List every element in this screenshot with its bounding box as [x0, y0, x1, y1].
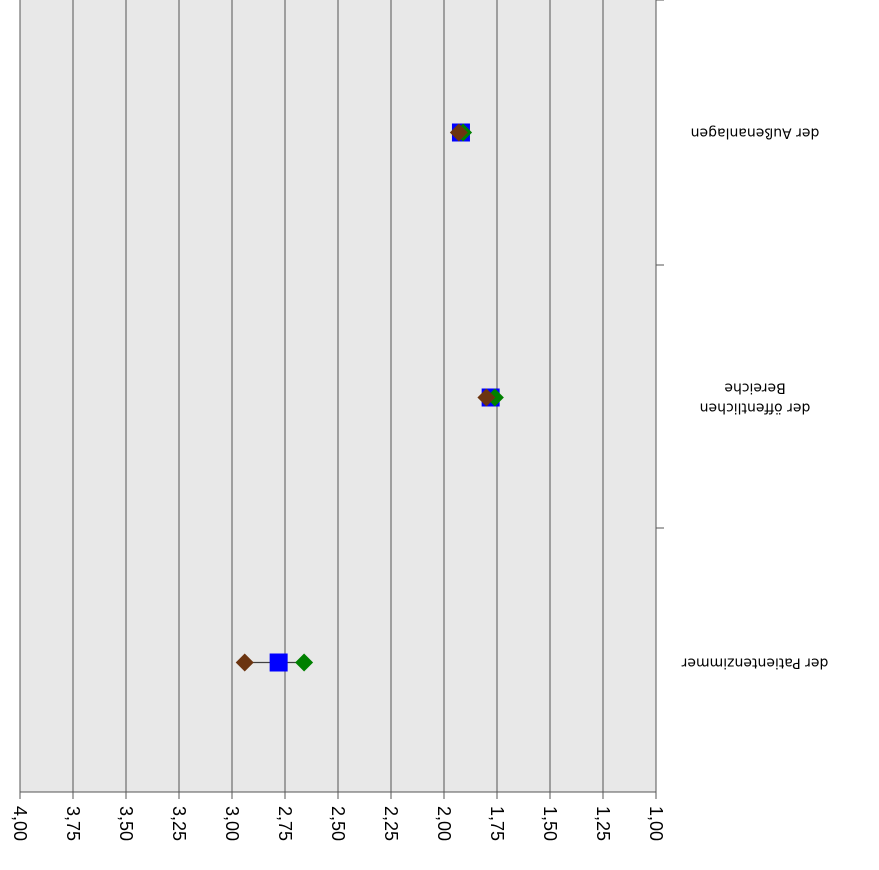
value-tick-label: 1,25 — [593, 806, 613, 841]
data-point-square — [269, 653, 288, 672]
category-label: der Außenanlagen — [691, 125, 820, 141]
category-label: der Patientenzimmer — [681, 655, 828, 671]
category-label-group: der Patientenzimmer — [681, 655, 828, 671]
value-tick-label: 1,75 — [487, 806, 507, 841]
value-tick-label: 3,50 — [116, 806, 136, 841]
value-tick-label: 2,00 — [434, 806, 454, 841]
value-tick-label: 3,75 — [63, 806, 83, 841]
category-label: Bereiche — [724, 380, 785, 396]
data-point-diamond — [477, 388, 496, 407]
data-point-diamond — [449, 123, 468, 142]
data-point-diamond — [235, 653, 254, 672]
category-labels: der Außenanlagen der öffentlichen Bereiche… — [681, 125, 828, 671]
value-tick-label: 1,00 — [646, 806, 666, 841]
data-marks — [235, 123, 504, 672]
value-tick-label: 3,00 — [222, 806, 242, 841]
value-tick-label: 2,25 — [381, 806, 401, 841]
value-tick-label: 4,00 — [10, 806, 30, 841]
value-tick-label: 2,75 — [275, 806, 295, 841]
data-point-diamond — [295, 653, 314, 672]
value-tick-label: 3,25 — [169, 806, 189, 841]
category-label-group: der öffentlichen Bereiche — [700, 380, 811, 416]
category-label: der öffentlichen — [700, 400, 811, 416]
axes — [19, 0, 664, 799]
value-tick-label: 2,50 — [328, 806, 348, 841]
category-label-group: der Außenanlagen — [691, 125, 820, 141]
value-tick-label: 1,50 — [540, 806, 560, 841]
value-tick-labels: 1,00 1,25 1,50 1,75 2,00 2,25 2,50 2,75 3,00 3,25… — [10, 806, 666, 841]
